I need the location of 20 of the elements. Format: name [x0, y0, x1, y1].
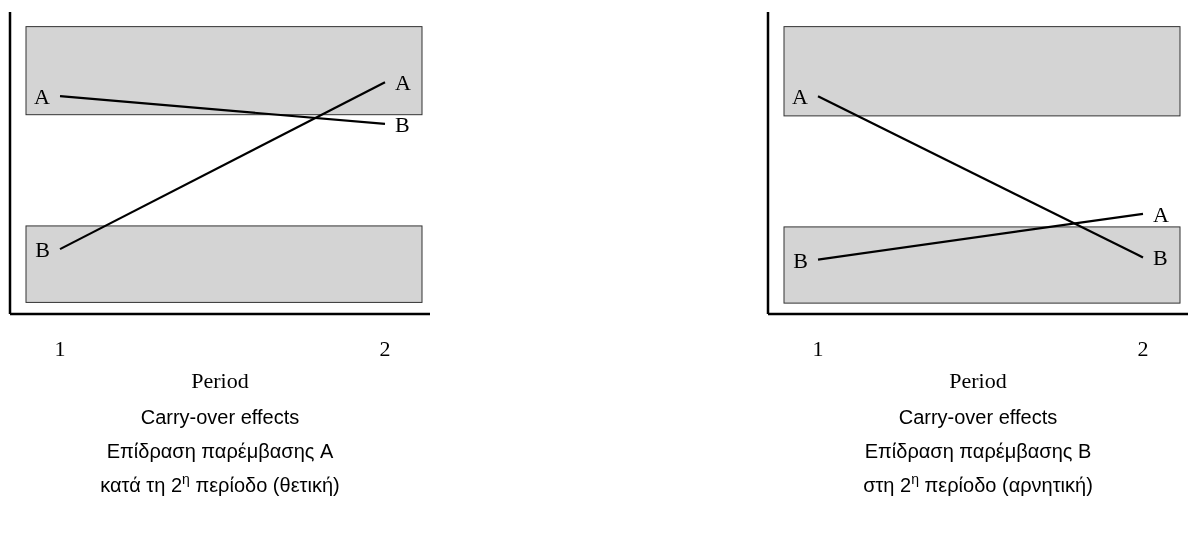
text: κατά τη 2$^{η}$ περίοδο (θετική): [100, 471, 340, 496]
text: Carry-over effects: [898, 406, 1058, 428]
x-tick-label: 2: [1137, 336, 1149, 361]
x-tick-label: 2: [379, 336, 391, 361]
text: στη 2$^{η}$ περίοδο (αρνητική): [863, 471, 1093, 496]
text: Επίδραση παρέμβασης B: [864, 440, 1092, 462]
x-tick-label: 1: [54, 336, 66, 361]
x-axis-title: Period: [949, 368, 1007, 393]
annotation: A: [395, 70, 411, 96]
x-tick-label: 1: [812, 336, 824, 361]
annotation: B: [395, 111, 410, 137]
annotation: B: [35, 237, 50, 263]
annotation: A: [34, 84, 51, 110]
text: Carry-over effects: [140, 406, 300, 428]
annotation: B: [1153, 245, 1168, 271]
annotation: B: [793, 247, 808, 273]
annotation: A: [1153, 201, 1169, 227]
text: Επίδραση παρέμβασης A: [106, 440, 334, 462]
annotation: A: [792, 84, 809, 110]
x-axis-title: Period: [191, 368, 249, 393]
